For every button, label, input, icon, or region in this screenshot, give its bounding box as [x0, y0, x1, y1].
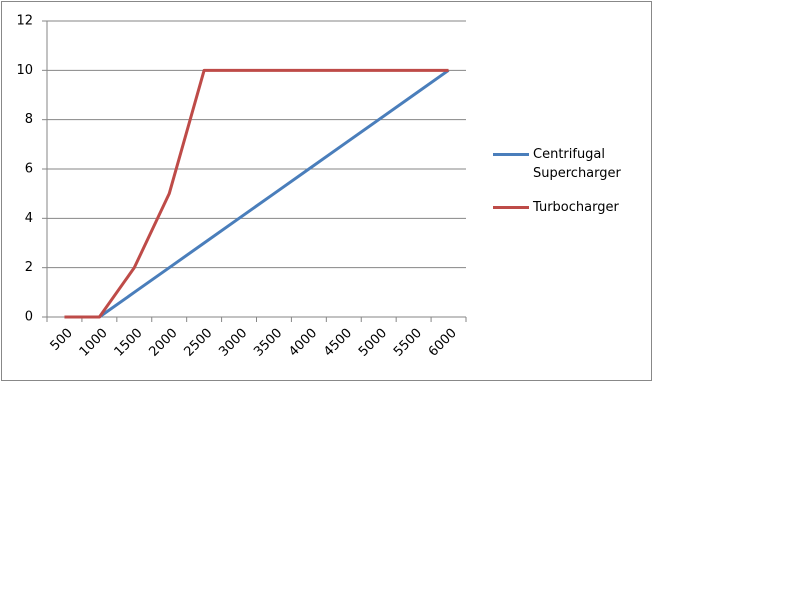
y-tick-label: 12: [16, 14, 33, 29]
legend-label: Centrifugal Supercharger: [533, 147, 621, 181]
legend-item: Centrifugal Supercharger: [493, 145, 623, 183]
legend-item: Turbocharger: [493, 198, 623, 217]
legend: Centrifugal Supercharger Turbocharger: [493, 145, 623, 232]
y-tick-label: 8: [25, 112, 33, 127]
y-tick-label: 2: [25, 260, 33, 275]
y-tick-label: 0: [25, 310, 33, 325]
line-series: [64, 68, 449, 319]
y-tick-label: 6: [25, 162, 33, 177]
y-tick-label: 4: [25, 211, 33, 226]
legend-label: Turbocharger: [533, 200, 619, 215]
y-tick-label: 10: [16, 63, 33, 78]
legend-swatch: [493, 206, 529, 209]
line-series: [98, 69, 450, 319]
legend-swatch: [493, 153, 529, 156]
